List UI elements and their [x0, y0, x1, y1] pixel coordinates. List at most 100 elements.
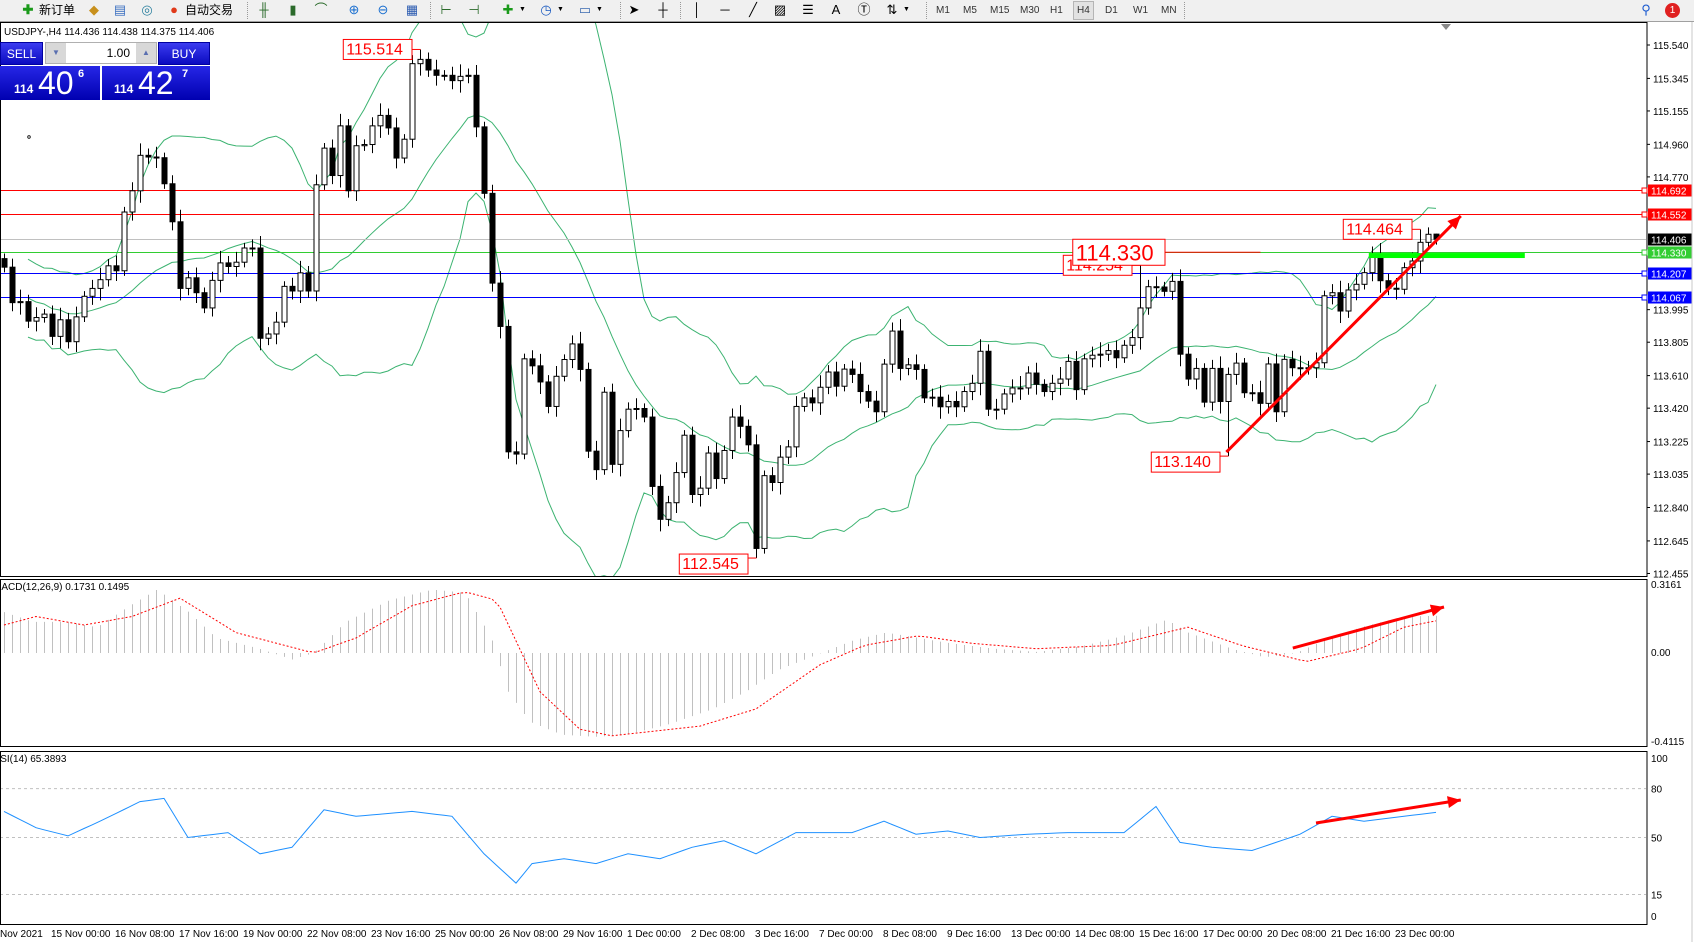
- trendline-tool[interactable]: ╱: [745, 1, 761, 19]
- support-zone-bar[interactable]: [1368, 253, 1525, 259]
- candle: [433, 59, 440, 86]
- cursor-tool[interactable]: ➤: [626, 1, 642, 19]
- timeframe-m15[interactable]: M15: [990, 5, 1010, 16]
- time-axis-label: 29 Nov 16:00: [563, 929, 623, 940]
- candle: [961, 386, 968, 412]
- rsi-axis-label: 50: [1651, 834, 1663, 845]
- candle: [1329, 284, 1336, 305]
- buy-price-button[interactable]: 114 42 7: [102, 65, 210, 101]
- templates-button[interactable]: ▭ ▼: [577, 1, 603, 19]
- horizontal-line-tool[interactable]: ─: [717, 1, 733, 19]
- price-label-box[interactable]: [1342, 218, 1413, 240]
- candle: [769, 467, 776, 492]
- macd-trend-arrow[interactable]: [1292, 605, 1445, 650]
- price-label-box[interactable]: [1150, 451, 1221, 473]
- line-handle[interactable]: [1641, 270, 1648, 277]
- dropdown-arrow-icon: ▼: [519, 6, 526, 13]
- search-button[interactable]: ⚲: [1638, 1, 1654, 19]
- price-axis-label: 115.540: [1653, 41, 1689, 52]
- candle-body-bull: [1401, 267, 1408, 290]
- line-chart-button[interactable]: ⌒: [313, 1, 329, 19]
- cursor-icon: ➤: [628, 2, 640, 17]
- chart-shift-marker[interactable]: [1441, 24, 1451, 30]
- periods-button[interactable]: ◷ ▼: [538, 1, 564, 19]
- line-handle[interactable]: [1641, 211, 1648, 218]
- candle: [641, 403, 648, 423]
- history-center-button[interactable]: ◆: [86, 1, 102, 19]
- candle: [1065, 354, 1072, 386]
- buy-button[interactable]: BUY: [158, 42, 210, 65]
- rsi-trend-arrow[interactable]: [1315, 798, 1462, 825]
- candle-body-bear: [1377, 254, 1384, 282]
- chart-shift-button[interactable]: ⊣: [466, 1, 482, 19]
- zoom-in-button[interactable]: ⊕: [346, 1, 362, 19]
- timeframe-h1[interactable]: H1: [1050, 5, 1063, 16]
- candle: [553, 366, 560, 417]
- data-window-button[interactable]: ▤: [112, 1, 128, 19]
- bar-chart-button[interactable]: ╫: [256, 1, 272, 19]
- line-handle[interactable]: [1641, 187, 1648, 194]
- candle-body-bear: [385, 114, 392, 129]
- text-label-tool[interactable]: Ⓣ: [856, 1, 872, 19]
- price-axis-label: 114.960: [1653, 140, 1689, 151]
- timeframe-m30[interactable]: M30: [1020, 5, 1040, 16]
- candle-body-bear: [737, 416, 744, 427]
- timeframe-d1[interactable]: D1: [1105, 5, 1118, 16]
- candle-body-bear: [257, 247, 264, 339]
- zoom-out-button[interactable]: ⊖: [375, 1, 391, 19]
- sell-button[interactable]: SELL: [0, 42, 43, 65]
- candle-body-bear: [1041, 383, 1048, 393]
- candle-body-bear: [329, 147, 336, 177]
- timeframe-m5[interactable]: M5: [963, 5, 977, 16]
- fibonacci-tool[interactable]: ☰: [800, 1, 816, 19]
- candle: [217, 250, 224, 293]
- candle-body-bear: [985, 350, 992, 410]
- candle-body-bull: [761, 475, 768, 549]
- sell-price-button[interactable]: 114 40 6: [0, 65, 100, 101]
- crosshair-tool[interactable]: ┼: [655, 1, 671, 19]
- timeframe-mn[interactable]: MN: [1161, 5, 1177, 16]
- line-handle[interactable]: [1641, 294, 1648, 301]
- indicators-button[interactable]: ✚ ▼: [500, 1, 526, 19]
- computer-icon: ▤: [113, 2, 127, 17]
- signals-button[interactable]: ◎: [139, 1, 155, 19]
- time-axis-label: 23 Nov 16:00: [371, 929, 431, 940]
- candle: [1105, 343, 1112, 362]
- line-handle[interactable]: [1641, 249, 1648, 256]
- main-chart-panel[interactable]: [0, 22, 1648, 577]
- candle: [585, 362, 592, 459]
- volume-decrease-button[interactable]: ▼: [46, 43, 66, 63]
- trend-arrow[interactable]: [1225, 214, 1462, 454]
- timeframe-w1[interactable]: W1: [1133, 5, 1148, 16]
- price-label-box[interactable]: [678, 553, 749, 575]
- auto-scroll-button[interactable]: ⊢: [438, 1, 454, 19]
- volume-increase-button[interactable]: ▲: [136, 43, 156, 63]
- candle-body-bull: [81, 295, 88, 318]
- arrows-tool[interactable]: ⇅ ▼: [884, 1, 910, 19]
- candlestick-chart-button[interactable]: ▮: [285, 1, 301, 19]
- vertical-line-tool[interactable]: │: [689, 1, 705, 19]
- antenna-icon: ◎: [141, 2, 153, 17]
- tile-windows-button[interactable]: ▦: [404, 1, 420, 19]
- price-label-box[interactable]: [1072, 238, 1166, 266]
- auto-trading-button[interactable]: ● 自动交易: [166, 1, 233, 19]
- volume-input[interactable]: 1.00: [66, 43, 136, 63]
- toolbar: ✚ 新订单 ◆ ▤ ◎ ● 自动交易 ╫ ▮ ⌒ ⊕ ⊖ ▦ ⊢ ⊣ ✚ ▼ ◷ ▼…: [0, 0, 1694, 22]
- candle: [1161, 281, 1168, 297]
- new-order-button[interactable]: ✚ 新订单: [20, 1, 75, 19]
- price-label-box[interactable]: [342, 38, 413, 60]
- candle: [529, 350, 536, 375]
- notifications-button[interactable]: 1: [1665, 1, 1680, 19]
- main-chart-plot: [1, 23, 1646, 576]
- candle-body-bull: [217, 262, 224, 281]
- macd-axis-label: 0.3161: [1651, 580, 1682, 591]
- timeframe-h4[interactable]: H4: [1073, 1, 1094, 20]
- channel-tool[interactable]: ▨: [772, 1, 788, 19]
- timeframe-m1[interactable]: M1: [936, 5, 950, 16]
- candle-body-bull: [1057, 378, 1064, 384]
- candle-body-bear: [425, 58, 432, 71]
- candle-body-bull: [1065, 360, 1072, 380]
- text-tool[interactable]: A: [828, 1, 844, 19]
- price-axis-label: 114.770: [1653, 173, 1689, 184]
